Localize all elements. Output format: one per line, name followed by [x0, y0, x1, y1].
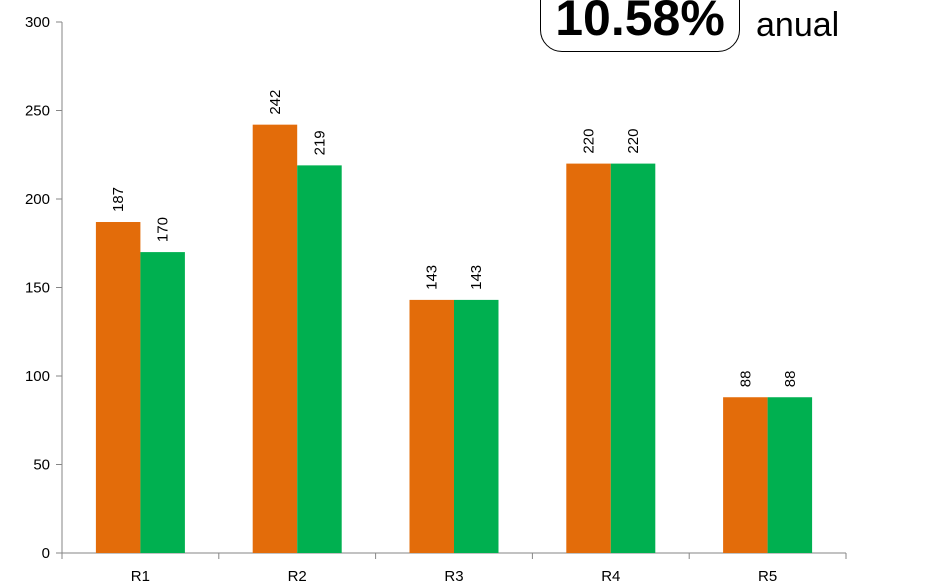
y-tick-label: 0: [42, 545, 50, 562]
bar: [454, 299, 499, 553]
data-label: 187: [110, 187, 127, 212]
y-tick-label: 250: [25, 103, 50, 120]
x-tick-label: R4: [601, 568, 620, 585]
data-label: 143: [468, 265, 485, 290]
y-tick-label: 150: [25, 280, 50, 297]
y-tick-label: 300: [25, 14, 50, 31]
annual-rate-value: 10.58%: [555, 0, 725, 46]
bar: [566, 163, 611, 553]
x-tick-label: R2: [288, 568, 307, 585]
y-tick-label: 50: [33, 457, 50, 474]
data-label: 88: [782, 371, 799, 388]
data-label: 220: [581, 129, 598, 154]
data-label: 88: [737, 371, 754, 388]
x-tick-label: R1: [131, 568, 150, 585]
bar: [409, 299, 454, 553]
bar: [723, 397, 768, 553]
bars: [95, 124, 813, 553]
data-labels: 187 170 242 219 143 143 220 220 88 88: [110, 90, 799, 388]
annual-rate-callout: 10.58%: [540, 0, 740, 52]
bar: [252, 124, 298, 553]
data-label: 242: [267, 90, 284, 115]
bar: [297, 165, 342, 553]
x-tick-label: R3: [444, 568, 463, 585]
axes: 0 50 100 150 200 250 300 R1 R2 R3 R4 R5: [25, 14, 847, 585]
data-label: 220: [625, 129, 642, 154]
annual-rate-unit: anual: [756, 6, 840, 44]
bar: [95, 222, 141, 553]
data-label: 170: [155, 217, 172, 242]
bar: [767, 397, 813, 553]
y-tick-label: 100: [25, 368, 50, 385]
bar: [610, 163, 656, 553]
data-label: 219: [311, 130, 328, 155]
x-tick-label: R5: [758, 568, 777, 585]
data-label: 143: [424, 265, 441, 290]
bar: [140, 252, 185, 553]
y-tick-label: 200: [25, 191, 50, 208]
